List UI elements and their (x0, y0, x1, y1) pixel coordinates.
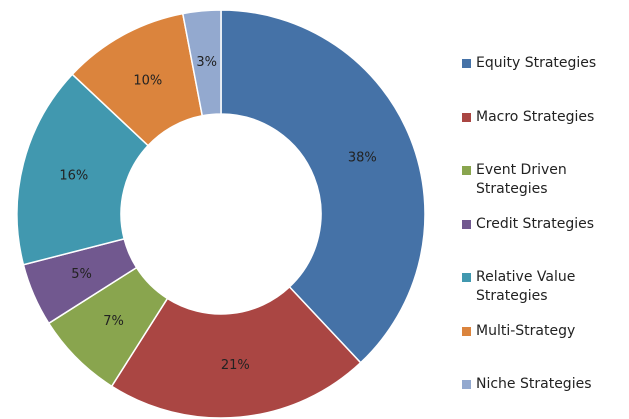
legend-item: Multi-Strategy (462, 322, 622, 341)
data-label: 21% (221, 358, 250, 373)
slice (181, 9, 222, 117)
legend-item: Equity Strategies (462, 54, 622, 73)
legend-item: Credit Strategies (462, 215, 622, 234)
data-label: 10% (133, 73, 162, 88)
legend-marker (462, 380, 471, 389)
legend-label: Macro Strategies (476, 108, 595, 125)
legend-label: Multi-Strategy (476, 322, 576, 339)
data-label: 5% (71, 267, 92, 282)
legend-marker (462, 166, 471, 175)
legend-marker (462, 219, 471, 229)
legend-label: Equity Strategies (476, 55, 597, 71)
legend-marker (462, 273, 471, 282)
legend-label: Niche Strategies (476, 376, 592, 392)
legend-marker (462, 112, 471, 122)
legend-item: Relative Value Strategies (462, 268, 622, 306)
legend-label: Relative Value Strategies (476, 269, 576, 304)
legend-marker (462, 326, 471, 336)
data-label: 7% (103, 314, 124, 329)
data-label: 3% (196, 55, 217, 70)
slice (110, 285, 362, 419)
legend-item: Macro Strategies (462, 108, 622, 127)
slice (16, 73, 150, 266)
legend-item: Event Driven Strategies (462, 161, 622, 199)
slice (220, 9, 426, 364)
data-label: 38% (348, 151, 377, 166)
legend-item: Niche Strategies (462, 375, 622, 394)
legend-label: Credit Strategies (476, 215, 595, 232)
legend-marker (462, 59, 471, 68)
data-label: 16% (59, 169, 88, 184)
legend-label: Event Driven Strategies (476, 162, 567, 197)
